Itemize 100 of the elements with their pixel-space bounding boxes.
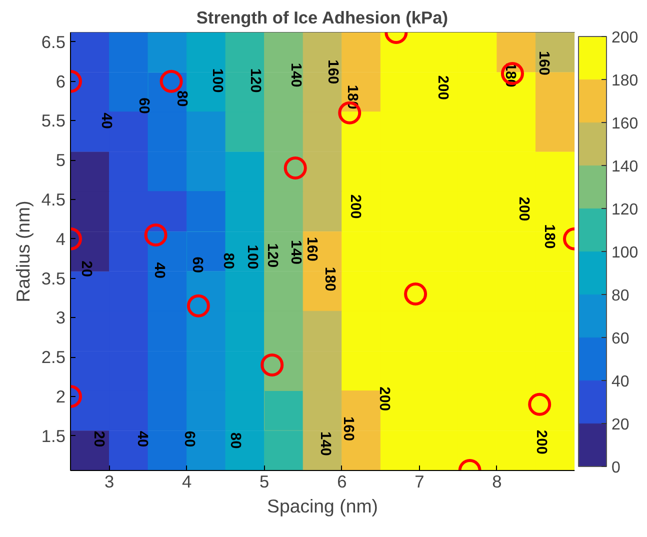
point [109,152,148,192]
point [225,191,265,232]
color-bar-label: 160 [612,116,638,132]
y-tick-label: 6 [56,71,66,92]
annotation: 200 [347,194,364,219]
point [225,112,265,152]
annotation: 80 [226,432,243,449]
annotation: 200 [434,75,451,100]
color-bar-label: 80 [612,288,630,304]
annotation: 40 [150,262,167,279]
annotation: 100 [209,68,226,93]
point [419,272,458,312]
point [225,390,265,431]
point [342,112,381,152]
annotation: 20 [78,260,94,277]
point [225,272,265,312]
annotation: 200 [533,430,550,454]
point [70,191,110,232]
point [70,72,110,113]
point [186,390,226,431]
point [528,392,552,416]
y-tick-label: 2.5 [41,347,66,368]
color-bar-label: 40 [612,374,630,390]
x-axis-title: Spacing (nm) [267,496,378,516]
annotation: 80 [220,252,236,270]
color-bar-label: 100 [612,244,638,262]
point [264,272,304,312]
point [380,430,420,470]
annotation: 160 [324,60,341,84]
annotation: 140 [316,431,333,456]
point [264,390,304,431]
point [109,191,148,232]
point [496,351,536,392]
point [302,152,342,192]
point [302,351,342,392]
point [186,294,210,318]
annotation: 160 [340,416,356,441]
point [148,191,188,232]
point [264,430,304,470]
point [109,72,148,113]
point [225,351,265,392]
point [496,390,536,431]
point [380,72,420,113]
point [70,152,110,192]
annotation: 60 [188,256,205,274]
annotation: 160 [536,50,552,76]
point [404,282,428,306]
y-axis-title: Radius (nm) [12,200,34,302]
color-bar-label: 200 [612,30,638,46]
point [109,390,148,431]
point [419,390,458,431]
y-tick-label: 6.5 [41,32,66,52]
point [458,32,498,72]
y-tick-label: 4 [56,228,66,249]
color-bar-label: 20 [612,416,630,434]
point [419,191,458,232]
point [186,310,226,352]
annotation: 160 [304,236,320,262]
point [109,272,148,312]
point [496,112,536,152]
point [380,32,420,72]
point [496,152,536,192]
annotation: 180 [540,224,557,249]
annotation: 40 [98,112,114,129]
y-tick-label: 5.5 [41,110,66,131]
color-bar-label: 60 [612,330,630,348]
point [186,351,226,392]
point [264,191,304,232]
point [419,430,458,470]
point [458,72,498,113]
point [302,112,342,152]
x-tick-label: 4 [182,472,192,492]
point [302,310,342,352]
y-tick-label: 3 [56,308,66,328]
point [342,272,381,312]
point [342,310,381,352]
point [148,351,188,392]
point [148,310,188,352]
point [380,112,420,152]
annotation: 60 [181,430,198,448]
point [535,112,574,152]
color-bar-label: 140 [612,158,638,176]
point [70,351,110,392]
annotation: 140 [287,240,304,265]
point [458,430,498,470]
x-tick-label: 7 [414,472,424,492]
annotation: 20 [90,430,106,448]
point [342,231,381,272]
x-tick-label: 8 [492,472,502,492]
point [496,430,536,470]
annotation: 200 [515,196,532,222]
annotation: 200 [376,386,392,412]
point [264,310,304,352]
point [70,390,110,431]
color-bar-label: 180 [612,72,638,90]
point [186,112,226,152]
point [109,32,148,72]
point [342,32,381,72]
point [148,112,188,152]
point [148,152,188,192]
